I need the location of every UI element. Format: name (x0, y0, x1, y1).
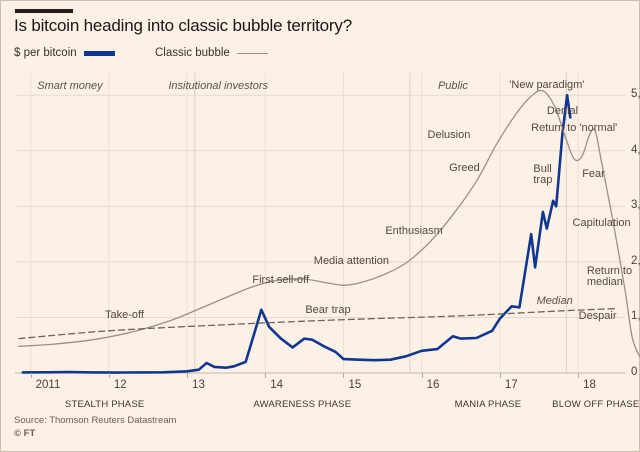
x-axis-label: 14 (270, 379, 284, 391)
annotation-label: Return to 'normal' (531, 122, 618, 135)
stage-label: Public (437, 79, 468, 92)
annotation-label: Greed (449, 162, 480, 175)
stage-label: Smart money (37, 79, 103, 92)
y-axis-label: 4,000 (631, 143, 640, 156)
annotation-label: First sell-off (252, 273, 310, 286)
stage-label: Insitutional investors (168, 79, 268, 92)
x-axis-tick (421, 373, 423, 378)
page-title: Is bitcoin heading into classic bubble t… (14, 16, 352, 35)
x-axis-tick (578, 373, 580, 378)
y-axis-label: 0 (631, 366, 638, 378)
ft-credit: © FT (14, 428, 36, 439)
x-axis-label: 16 (426, 379, 440, 391)
annotation-label: Despair (578, 310, 617, 323)
x-axis-label: 13 (192, 379, 205, 391)
legend-label-bitcoin: $ per bitcoin (14, 47, 77, 59)
x-axis-label: 12 (113, 379, 127, 391)
phase-label: BLOW OFF PHASE (552, 399, 640, 410)
x-axis-tick (187, 373, 189, 378)
y-axis-label: 1,000 (631, 310, 640, 323)
phase-label: STEALTH PHASE (64, 399, 145, 410)
annotation-label: Capitulation (572, 217, 631, 230)
annotation-label: Return to median (586, 264, 633, 289)
legend-item-bubble: Classic bubble (155, 47, 268, 59)
phase-label: AWARENESS PHASE (253, 399, 352, 410)
source-note: Source: Thomson Reuters Datastream (14, 415, 177, 426)
x-axis-label: 15 (348, 379, 362, 391)
x-axis-tick (499, 373, 501, 378)
legend-item-bitcoin: $ per bitcoin (14, 47, 115, 59)
chart-canvas (15, 73, 640, 374)
y-axis-label: 2,000 (631, 254, 640, 267)
x-axis-tick (343, 373, 345, 378)
annotation-label: Fear (582, 168, 605, 181)
annotation-label: Media attention (313, 255, 389, 268)
title-rule (15, 9, 73, 13)
annotation-label: Denial (546, 104, 579, 117)
phase-label: MANIA PHASE (454, 399, 522, 410)
x-axis-tick (108, 373, 110, 378)
series-line-classic-bubble (18, 89, 640, 359)
annotation-label: 'New paradigm' (509, 78, 585, 91)
annotation-label: Take-off (104, 309, 144, 322)
x-axis-label: 17 (504, 379, 518, 391)
annotation-label: Median (536, 295, 573, 308)
x-axis-tick (30, 373, 32, 378)
plot-area (15, 73, 640, 374)
legend-swatch-bubble-icon (236, 52, 268, 54)
x-axis-label: 2011 (35, 379, 61, 391)
annotation-label: Bull trap (533, 162, 553, 187)
annotation-label: Enthusiasm (385, 224, 443, 237)
annotation-label: Bear trap (305, 303, 351, 316)
x-axis-tick (265, 373, 267, 378)
series-line-median (18, 307, 618, 340)
series-line---per-bitcoin (21, 93, 572, 374)
y-axis-label: 5,000 (631, 88, 640, 101)
x-axis-label: 18 (583, 379, 596, 391)
legend-label-bubble: Classic bubble (155, 47, 230, 59)
legend-swatch-bitcoin-icon (83, 50, 115, 56)
y-axis-label: 3,000 (631, 199, 640, 212)
annotation-label: Delusion (427, 128, 471, 141)
